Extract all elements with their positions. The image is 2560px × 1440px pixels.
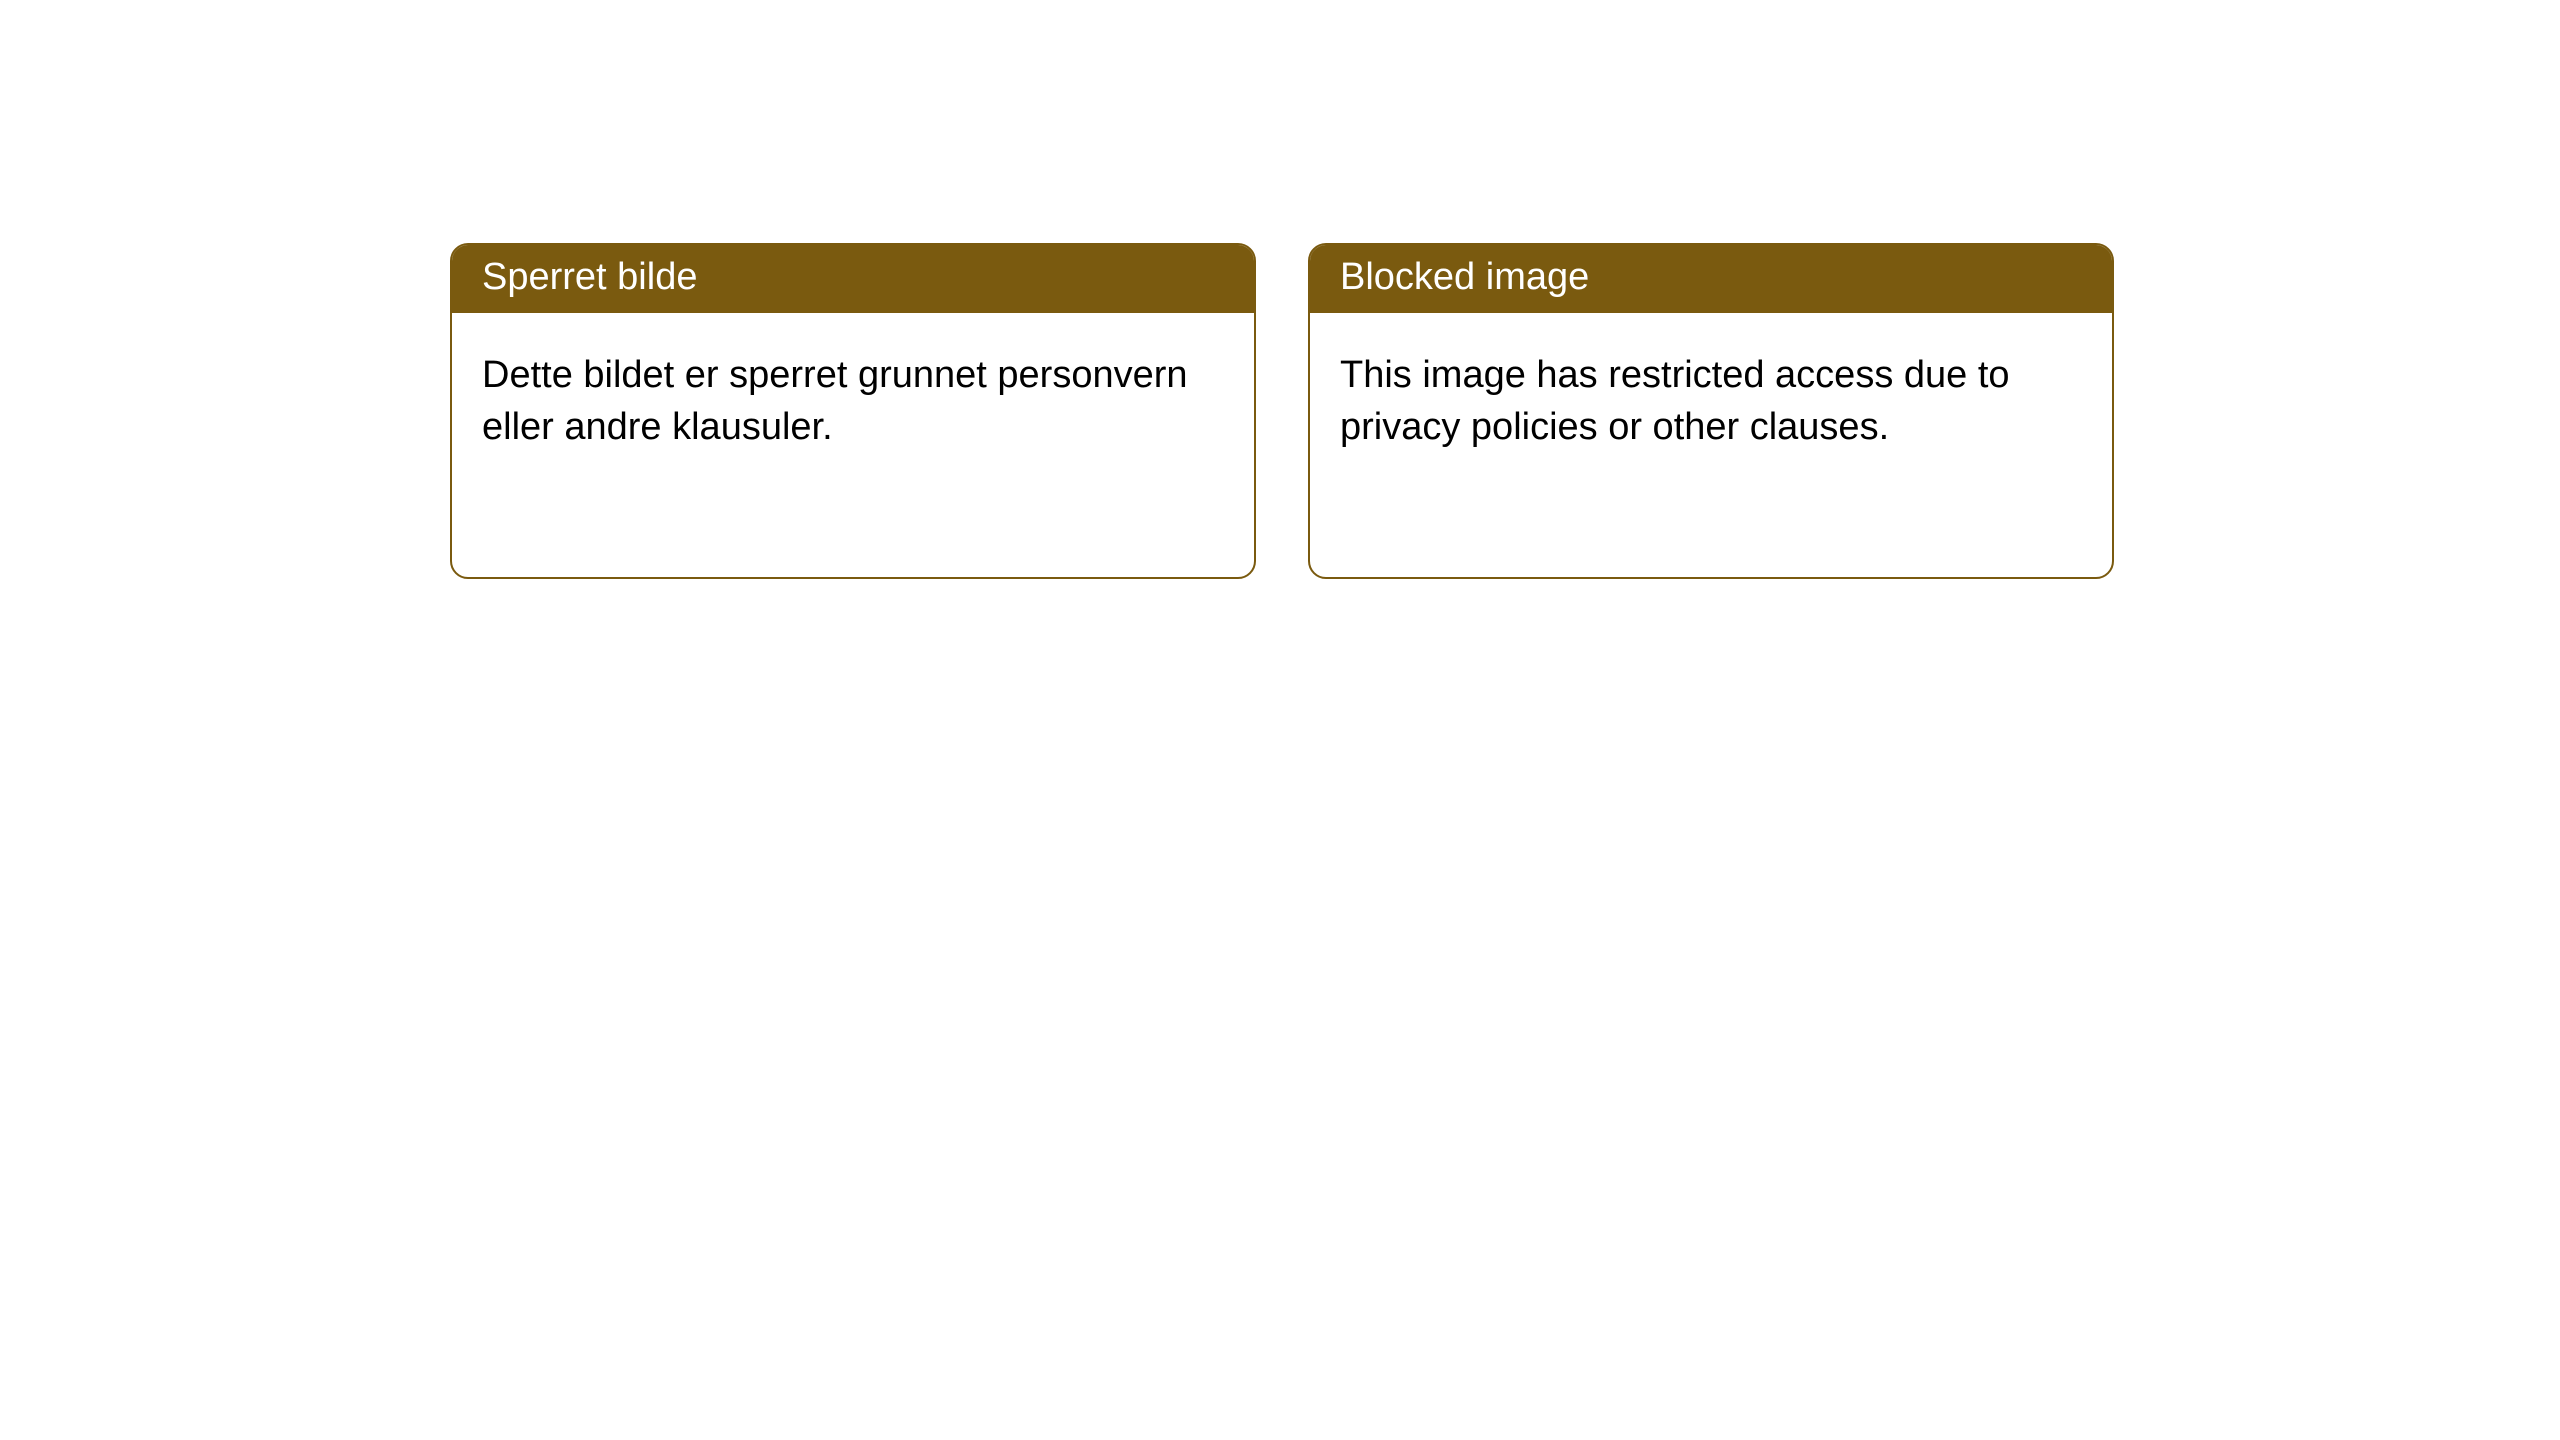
notice-body-english: This image has restricted access due to …	[1310, 313, 2112, 490]
notice-title-english: Blocked image	[1310, 245, 2112, 313]
notice-title-norwegian: Sperret bilde	[452, 245, 1254, 313]
notice-container: Sperret bilde Dette bildet er sperret gr…	[0, 0, 2560, 579]
notice-box-english: Blocked image This image has restricted …	[1308, 243, 2114, 579]
notice-box-norwegian: Sperret bilde Dette bildet er sperret gr…	[450, 243, 1256, 579]
notice-body-norwegian: Dette bildet er sperret grunnet personve…	[452, 313, 1254, 490]
